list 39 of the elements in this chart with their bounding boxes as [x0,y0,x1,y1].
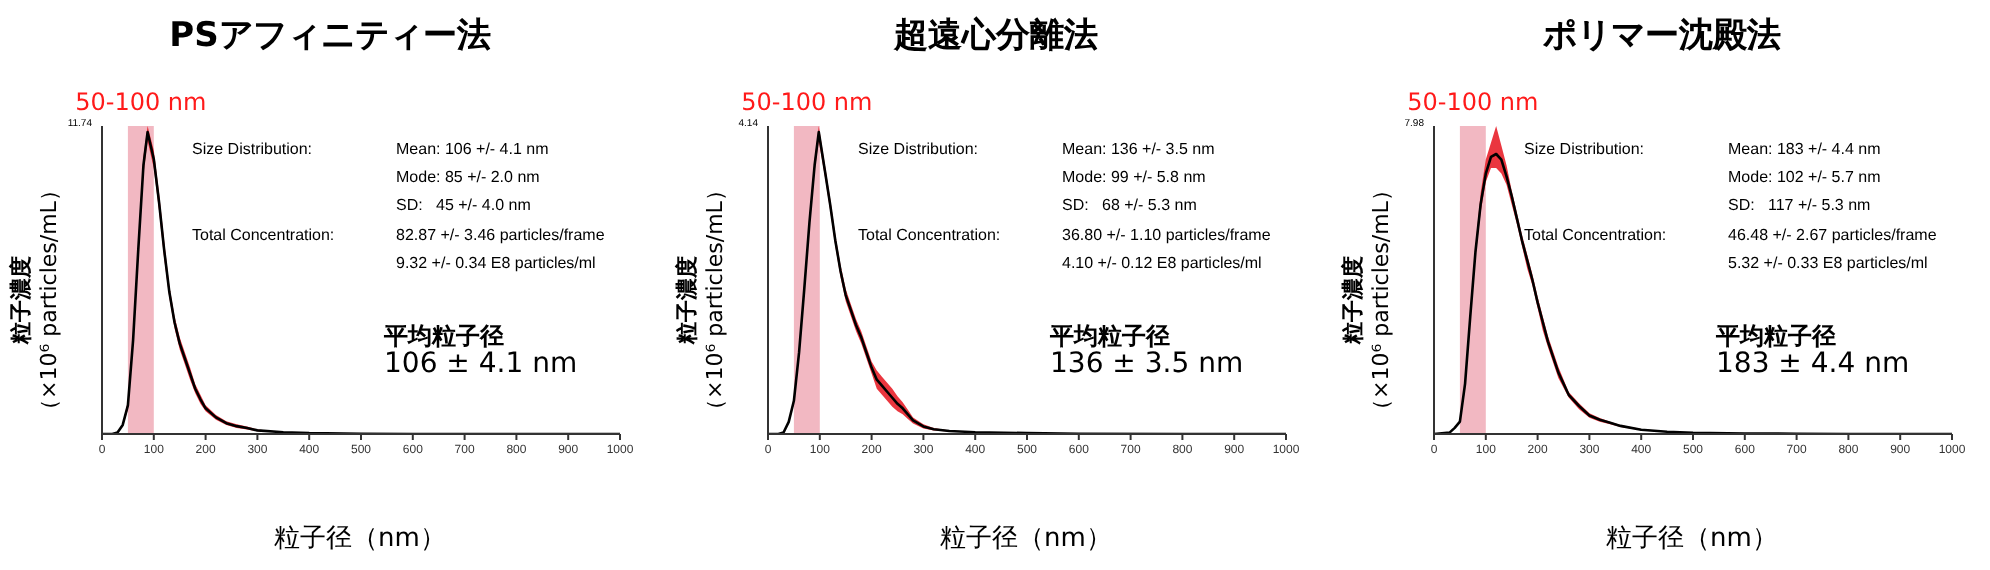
annotation: 106 ± 4.1 nm [384,348,578,380]
annotation: 平均粒子径 [1050,320,1170,351]
annotation: 82.87 +/- 3.46 particles/frame [396,226,605,244]
annotation: Mode: 99 +/- 5.8 nm [1062,168,1206,186]
x-axis-title: 粒子径（nm） [272,522,448,556]
chart-title: PSアフィニティー法 [167,14,493,58]
y-axis-title: 粒子濃度（×10⁶ particles/mL） [1340,177,1396,425]
annotation: 平均粒子径 [1716,320,1836,351]
annotation: Mean: 183 +/- 4.4 nm [1728,140,1881,158]
annotation: 5.32 +/- 0.33 E8 particles/ml [1728,254,1928,272]
annotation: Mode: 85 +/- 2.0 nm [396,168,540,186]
annotation: Size Distribution: [192,140,313,158]
annotation: SD: 117 +/- 5.3 nm [1728,196,1871,214]
band-label: 50-100 nm [75,88,207,116]
annotation: 9.32 +/- 0.34 E8 particles/ml [396,254,596,272]
y-axis-title: 粒子濃度（×10⁶ particles/mL） [8,177,64,425]
annotation: 136 ± 3.5 nm [1050,348,1244,380]
x-axis-title: 粒子径（nm） [938,522,1114,556]
annotation: 4.10 +/- 0.12 E8 particles/ml [1062,254,1262,272]
band-label: 50-100 nm [1407,88,1539,116]
annotation: Mode: 102 +/- 5.7 nm [1728,168,1881,186]
annotation: Total Concentration: [192,226,335,244]
annotation: Mean: 106 +/- 4.1 nm [396,140,549,158]
annotation: Total Concentration: [858,226,1001,244]
annotation: 36.80 +/- 1.10 particles/frame [1062,226,1271,244]
chart-title: ポリマー沈殿法 [1541,14,1783,58]
x-axis-title: 粒子径（nm） [1604,522,1780,556]
annotation: Size Distribution: [858,140,979,158]
band-label: 50-100 nm [741,88,873,116]
y-axis-title: 粒子濃度（×10⁶ particles/mL） [674,177,730,425]
annotation: Mean: 136 +/- 3.5 nm [1062,140,1215,158]
annotation: Total Concentration: [1524,226,1667,244]
annotation: 平均粒子径 [384,320,504,351]
annotation: Size Distribution: [1524,140,1645,158]
annotation: SD: 68 +/- 5.3 nm [1062,196,1197,214]
annotation: 46.48 +/- 2.67 particles/frame [1728,226,1937,244]
annotation: 183 ± 4.4 nm [1716,348,1910,380]
chart-title: 超遠心分離法 [891,14,1100,58]
annotation: SD: 45 +/- 4.0 nm [396,196,531,214]
